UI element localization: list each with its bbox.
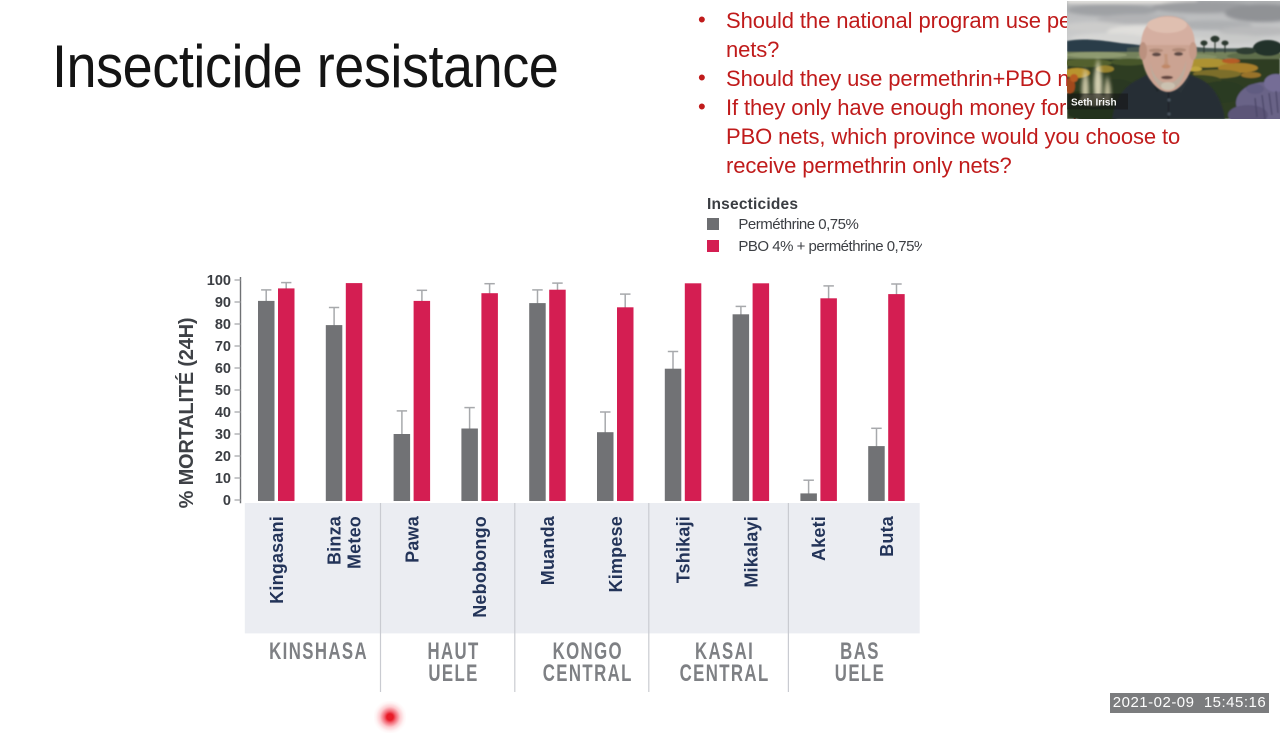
svg-text:80: 80: [215, 317, 231, 333]
svg-text:KINSHASA: KINSHASA: [269, 638, 368, 665]
svg-text:30: 30: [215, 427, 231, 443]
svg-text:60: 60: [215, 361, 231, 377]
svg-text:40: 40: [215, 405, 231, 421]
svg-text:Seth Irish: Seth Irish: [1071, 98, 1117, 109]
svg-text:90: 90: [215, 295, 231, 311]
svg-text:Meteo: Meteo: [345, 516, 365, 569]
svg-text:20: 20: [215, 449, 231, 465]
svg-text:UELE: UELE: [835, 660, 885, 687]
svg-text:10: 10: [215, 471, 231, 487]
svg-text:CENTRAL: CENTRAL: [543, 660, 633, 687]
svg-text:Kingasani: Kingasani: [267, 516, 287, 604]
svg-text:UELE: UELE: [428, 660, 478, 687]
svg-text:Binza: Binza: [325, 515, 345, 565]
svg-text:50: 50: [215, 383, 231, 399]
svg-text:KONGO: KONGO: [553, 638, 623, 665]
svg-text:HAUT: HAUT: [427, 638, 479, 665]
svg-text:70: 70: [215, 339, 231, 355]
svg-text:Nebobongo: Nebobongo: [470, 516, 490, 618]
svg-text:Muanda: Muanda: [538, 515, 558, 585]
svg-text:% MORTALITÉ (24H): % MORTALITÉ (24H): [175, 318, 198, 509]
svg-text:CENTRAL: CENTRAL: [680, 660, 770, 687]
svg-text:BAS: BAS: [840, 638, 880, 665]
svg-text:Kimpese: Kimpese: [606, 516, 626, 592]
svg-text:Buta: Buta: [877, 515, 897, 557]
svg-text:0: 0: [223, 493, 231, 509]
svg-text:Tshikaji: Tshikaji: [674, 516, 694, 583]
svg-text:100: 100: [207, 273, 231, 289]
svg-text:Pawa: Pawa: [402, 515, 422, 563]
svg-text:KASAI: KASAI: [695, 638, 754, 665]
svg-text:Mikalayi: Mikalayi: [741, 516, 761, 588]
svg-text:Aketi: Aketi: [809, 516, 829, 561]
